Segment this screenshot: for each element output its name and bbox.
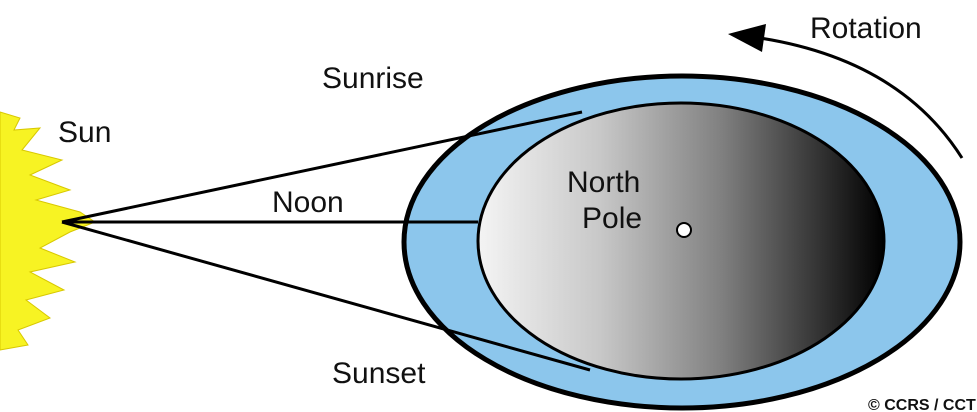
pole-point [677,223,691,237]
label-pole: Pole [582,202,642,235]
earth-inner [478,103,884,379]
label-sunset: Sunset [332,357,426,390]
label-rotation: Rotation [810,12,922,45]
label-sunrise: Sunrise [322,62,424,95]
label-north: North [567,166,640,199]
credit: © CCRS / CCT [868,397,976,412]
rotation-arrowhead [728,24,766,52]
label-noon: Noon [272,186,344,219]
label-sun: Sun [58,116,111,149]
diagram: Rotation Sunrise Sun Noon North Pole Sun… [0,0,977,412]
